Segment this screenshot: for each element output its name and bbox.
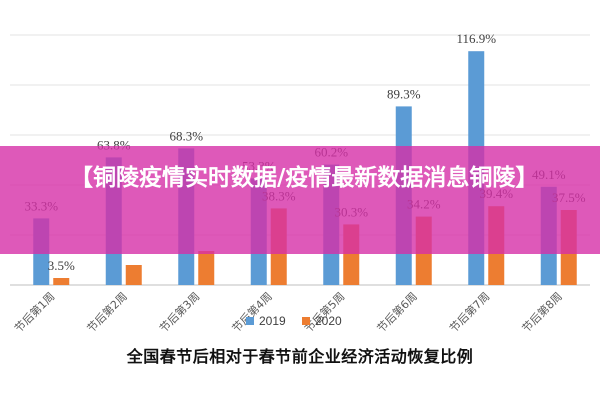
- x-tick-label: 节后第3周: [156, 289, 202, 335]
- legend-swatch-2020: [302, 317, 310, 325]
- data-label-2020: 3.5%: [48, 258, 75, 273]
- banner-text: 【铜陵疫情实时数据/疫情最新数据消息铜陵】: [70, 165, 539, 191]
- bar-2020: [53, 278, 70, 285]
- legend-label-2020: 2020: [315, 314, 342, 328]
- x-tick-label: 节后第1周: [11, 289, 57, 335]
- bar-2020: [198, 251, 215, 285]
- x-tick-label: 节后第7周: [446, 289, 492, 335]
- overlay-banner: 【铜陵疫情实时数据/疫情最新数据消息铜陵】: [0, 146, 600, 254]
- x-tick-label: 节后第4周: [229, 289, 275, 335]
- bar-2020: [125, 265, 142, 285]
- x-tick-label: 节后第2周: [84, 289, 130, 335]
- data-label-2019: 68.3%: [169, 128, 203, 143]
- x-tick-labels: 节后第1周 节后第2周 节后第3周 节后第4周 节后第5周 节后第6周 节后第7周 节后第8周: [11, 289, 564, 335]
- legend-swatch-2019: [246, 317, 254, 325]
- legend: 2019 2020: [246, 314, 342, 328]
- legend-label-2019: 2019: [259, 314, 286, 328]
- data-label-2019: 116.9%: [456, 31, 496, 46]
- chart-title: 全国春节后相对于春节前企业经济活动恢复比例: [126, 347, 474, 366]
- x-tick-label: 节后第6周: [374, 289, 420, 335]
- x-tick-label: 节后第5周: [301, 289, 347, 335]
- x-tick-label: 节后第8周: [519, 289, 565, 335]
- data-label-2019: 89.3%: [387, 86, 421, 101]
